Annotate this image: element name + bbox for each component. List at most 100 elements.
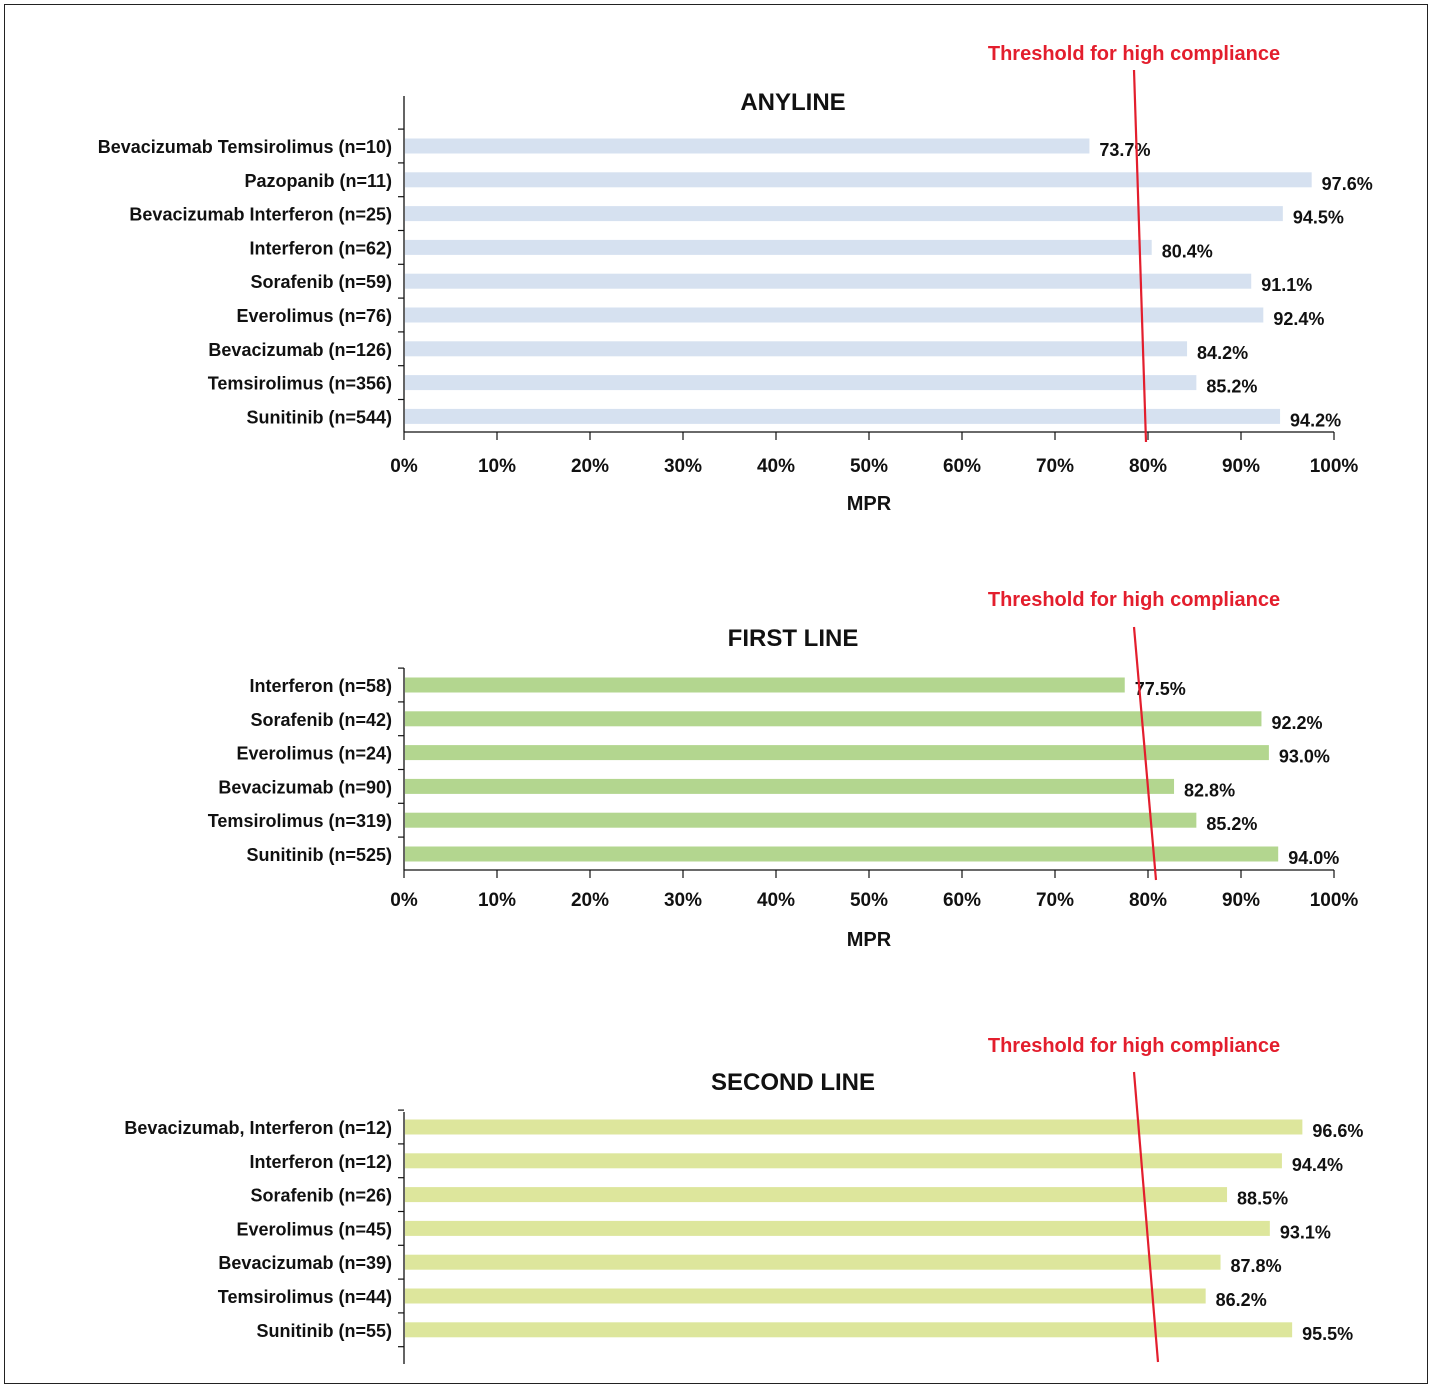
- bar: [405, 1153, 1282, 1169]
- value-label: 88.5%: [1237, 1189, 1288, 1209]
- bar: [405, 711, 1262, 727]
- threshold-label: Threshold for high compliance: [988, 589, 1280, 611]
- value-label: 94.4%: [1292, 1155, 1343, 1175]
- category-label: Bevacizumab, Interferon (n=12): [124, 1118, 392, 1138]
- bar: [405, 1119, 1303, 1135]
- category-label: Everolimus (n=76): [236, 306, 392, 326]
- category-label: Sorafenib (n=42): [250, 710, 392, 730]
- category-label: Interferon (n=62): [249, 238, 392, 258]
- x-tick-label: 80%: [1129, 890, 1167, 911]
- value-label: 77.5%: [1135, 679, 1186, 699]
- chart-title: ANYLINE: [740, 89, 845, 116]
- bar: [405, 408, 1281, 424]
- value-label: 85.2%: [1206, 377, 1257, 397]
- x-tick-label: 80%: [1129, 456, 1167, 477]
- bar: [405, 138, 1090, 154]
- bar: [405, 778, 1175, 794]
- x-tick-label: 30%: [664, 890, 702, 911]
- x-tick-label: 20%: [571, 456, 609, 477]
- value-label: 85.2%: [1206, 814, 1257, 834]
- value-label: 87.8%: [1231, 1256, 1282, 1276]
- category-label: Sunitinib (n=55): [256, 1321, 392, 1341]
- threshold-line: [1132, 1071, 1160, 1363]
- x-axis-title: MPR: [847, 929, 892, 951]
- threshold-label: Threshold for high compliance: [988, 1035, 1280, 1057]
- category-label: Bevacizumab (n=126): [208, 340, 392, 360]
- value-label: 94.0%: [1288, 848, 1339, 868]
- threshold-line: [1132, 69, 1148, 443]
- x-tick-label: 90%: [1222, 890, 1260, 911]
- bar: [405, 1220, 1270, 1236]
- category-label: Bevacizumab (n=90): [218, 777, 392, 797]
- bar: [405, 375, 1197, 391]
- value-label: 91.1%: [1261, 275, 1312, 295]
- category-label: Bevacizumab (n=39): [218, 1253, 392, 1273]
- bar: [405, 745, 1269, 761]
- threshold-line: [1132, 626, 1158, 881]
- chart-title: SECOND LINE: [711, 1069, 875, 1096]
- value-label: 96.6%: [1312, 1121, 1363, 1141]
- x-tick-label: 0%: [390, 890, 418, 911]
- bar: [405, 273, 1252, 289]
- value-label: 95.5%: [1302, 1324, 1353, 1344]
- bar: [405, 1322, 1293, 1338]
- category-label: Pazopanib (n=11): [244, 171, 392, 191]
- category-label: Sorafenib (n=26): [250, 1186, 392, 1206]
- category-label: Temsirolimus (n=44): [218, 1287, 392, 1307]
- threshold-label: Threshold for high compliance: [988, 43, 1280, 65]
- category-label: Temsirolimus (n=319): [208, 811, 392, 831]
- bar: [405, 341, 1188, 357]
- value-label: 97.6%: [1322, 174, 1373, 194]
- x-tick-label: 10%: [478, 456, 516, 477]
- value-label: 82.8%: [1184, 780, 1235, 800]
- bar: [405, 812, 1197, 828]
- value-label: 84.2%: [1197, 343, 1248, 363]
- x-axis-title: MPR: [847, 493, 892, 515]
- x-tick-label: 100%: [1310, 456, 1359, 477]
- bar: [405, 1187, 1228, 1203]
- x-tick-label: 100%: [1310, 890, 1359, 911]
- x-tick-label: 10%: [478, 890, 516, 911]
- value-label: 94.5%: [1293, 208, 1344, 228]
- value-label: 93.1%: [1280, 1222, 1331, 1242]
- category-label: Interferon (n=12): [249, 1152, 392, 1172]
- bar: [405, 1254, 1221, 1270]
- x-tick-label: 70%: [1036, 456, 1074, 477]
- category-label: Sunitinib (n=544): [246, 407, 392, 427]
- x-tick-label: 30%: [664, 456, 702, 477]
- x-tick-label: 40%: [757, 456, 795, 477]
- value-label: 92.2%: [1271, 713, 1322, 733]
- bar: [405, 846, 1279, 862]
- x-tick-label: 50%: [850, 456, 888, 477]
- bar: [405, 239, 1152, 255]
- x-tick-label: 50%: [850, 890, 888, 911]
- category-label: Interferon (n=58): [249, 676, 392, 696]
- x-tick-label: 60%: [943, 890, 981, 911]
- value-label: 93.0%: [1279, 747, 1330, 767]
- chart-title: FIRST LINE: [728, 625, 859, 652]
- bar: [405, 206, 1283, 222]
- bar: [405, 677, 1125, 693]
- category-label: Everolimus (n=24): [236, 744, 392, 764]
- bar: [405, 172, 1312, 188]
- x-tick-label: 70%: [1036, 890, 1074, 911]
- bar: [405, 1288, 1206, 1304]
- category-label: Sunitinib (n=525): [246, 845, 392, 865]
- x-tick-label: 20%: [571, 890, 609, 911]
- value-label: 73.7%: [1099, 140, 1150, 160]
- category-label: Bevacizumab Interferon (n=25): [129, 205, 392, 225]
- x-tick-label: 40%: [757, 890, 795, 911]
- category-label: Everolimus (n=45): [236, 1219, 392, 1239]
- value-label: 86.2%: [1216, 1290, 1267, 1310]
- category-label: Sorafenib (n=59): [250, 272, 392, 292]
- bar: [405, 307, 1264, 323]
- x-tick-label: 60%: [943, 456, 981, 477]
- x-tick-label: 90%: [1222, 456, 1260, 477]
- value-label: 94.2%: [1290, 410, 1341, 430]
- category-label: Bevacizumab Temsirolimus (n=10): [98, 137, 392, 157]
- value-label: 92.4%: [1273, 309, 1324, 329]
- value-label: 80.4%: [1162, 241, 1213, 261]
- category-label: Temsirolimus (n=356): [208, 374, 392, 394]
- x-tick-label: 0%: [390, 456, 418, 477]
